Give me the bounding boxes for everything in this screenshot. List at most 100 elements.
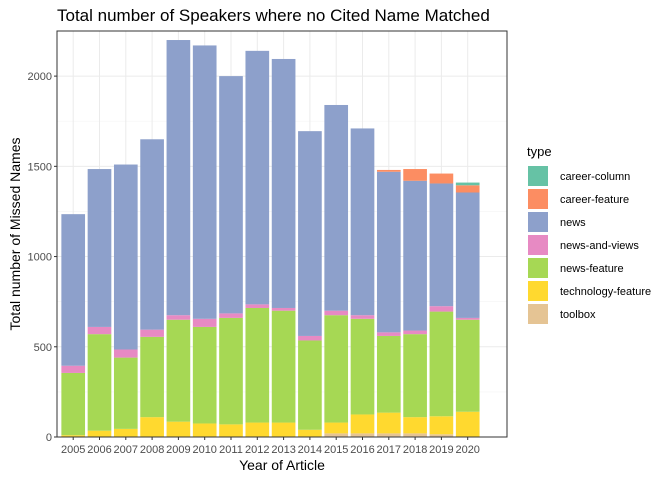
legend-key-career-feature xyxy=(528,189,548,209)
bar-segment-technology-feature-2020 xyxy=(455,411,480,437)
bar-segment-career-feature-2019 xyxy=(429,173,454,184)
bar-segment-news-and-views-2007 xyxy=(113,349,138,358)
legend-key-technology-feature xyxy=(528,281,548,301)
bar-segment-news-feature-2006 xyxy=(87,334,112,431)
bar-segment-technology-feature-2007 xyxy=(113,428,138,437)
bar-segment-news-and-views-2010 xyxy=(192,318,217,327)
bar-segment-news-feature-2013 xyxy=(271,310,296,423)
bar-segment-news-feature-2014 xyxy=(298,340,322,430)
bar-segment-news-and-views-2006 xyxy=(87,326,112,335)
bar-segment-news-feature-2012 xyxy=(245,307,270,423)
x-tick-label: 2006 xyxy=(87,444,111,456)
bar-segment-news-feature-2008 xyxy=(140,336,164,418)
bar-segment-career-feature-2018 xyxy=(403,169,427,181)
x-tick-label: 2020 xyxy=(455,444,479,456)
y-tick-label: 1000 xyxy=(28,252,52,264)
x-axis-ticks: 2005 2006 2007 2008 2009 2010 2011 2012 2013 2014… xyxy=(61,437,480,456)
legend: type career-column career-feature news news… xyxy=(527,144,651,324)
y-tick-label: 0 xyxy=(46,432,52,444)
bar-segment-technology-feature-2010 xyxy=(192,423,217,437)
bar-segment-technology-feature-2006 xyxy=(87,430,112,437)
bar-segment-news-2018 xyxy=(403,180,427,331)
legend-key-career-column xyxy=(528,166,548,186)
bar-segment-news-2012 xyxy=(245,50,270,305)
x-tick-label: 2015 xyxy=(324,444,348,456)
x-tick-label: 2014 xyxy=(298,444,322,456)
bar-segment-news-feature-2018 xyxy=(403,334,427,418)
x-tick-label: 2011 xyxy=(219,444,243,456)
bar-segment-news-and-views-2020 xyxy=(455,317,480,320)
bar-segment-news-and-views-2017 xyxy=(376,332,401,336)
bar-segment-news-2011 xyxy=(219,76,243,314)
legend-key-news-and-views xyxy=(528,235,548,255)
bar-segment-news-2020 xyxy=(455,192,480,318)
y-tick-label: 1500 xyxy=(28,161,52,173)
bar-segment-news-and-views-2013 xyxy=(271,307,296,311)
x-tick-label: 2007 xyxy=(114,444,138,456)
x-tick-label: 2005 xyxy=(61,444,85,456)
x-tick-label: 2019 xyxy=(429,444,453,456)
bar-segment-career-feature-2020 xyxy=(455,185,480,193)
y-axis-title: Total number of Missed Names xyxy=(7,138,23,331)
bar-segment-career-column-2020 xyxy=(455,182,480,186)
bar-segment-news-and-views-2018 xyxy=(403,330,427,335)
bar-segment-news-feature-2016 xyxy=(350,318,375,415)
bar-segment-news-feature-2019 xyxy=(429,311,454,417)
bar-segment-technology-feature-2013 xyxy=(271,422,296,437)
bar-segment-technology-feature-2005 xyxy=(61,435,86,437)
y-tick-label: 2000 xyxy=(28,71,52,83)
legend-key-toolbox xyxy=(528,304,548,324)
legend-label-news-feature: news-feature xyxy=(560,263,624,275)
legend-key-news-feature xyxy=(528,258,548,278)
legend-label-news: news xyxy=(560,217,586,229)
x-tick-label: 2010 xyxy=(192,444,216,456)
plot-border xyxy=(56,30,508,438)
bar-segment-toolbox-2018 xyxy=(403,433,427,437)
legend-label-career-feature: career-feature xyxy=(560,194,629,206)
x-tick-label: 2009 xyxy=(166,444,190,456)
legend-label-career-column: career-column xyxy=(560,171,630,183)
legend-title: type xyxy=(527,144,552,159)
bar-segment-news-2006 xyxy=(87,169,112,327)
bar-segment-technology-feature-2012 xyxy=(245,422,270,437)
bar-segment-news-2014 xyxy=(298,131,322,336)
y-tick-label: 500 xyxy=(34,342,52,354)
bar-segment-news-feature-2017 xyxy=(376,335,401,413)
bar-segment-news-2008 xyxy=(140,139,164,330)
bar-segment-news-feature-2010 xyxy=(192,326,217,424)
bar-segment-news-feature-2005 xyxy=(61,372,86,436)
bar-segment-news-and-views-2011 xyxy=(219,313,243,318)
bar-segment-news-2016 xyxy=(350,128,375,316)
bar-segment-news-2013 xyxy=(271,58,296,308)
x-tick-label: 2018 xyxy=(403,444,427,456)
bar-segment-news-feature-2009 xyxy=(166,319,191,422)
bar-segment-toolbox-2015 xyxy=(324,433,349,437)
bar-segment-news-2019 xyxy=(429,183,454,307)
bar-segment-news-and-views-2014 xyxy=(298,335,322,341)
bar-segment-news-feature-2007 xyxy=(113,357,138,429)
x-tick-label: 2017 xyxy=(377,444,401,456)
bar-segment-technology-feature-2009 xyxy=(166,421,191,437)
bar-segment-news-and-views-2005 xyxy=(61,365,86,373)
legend-label-news-and-views: news-and-views xyxy=(560,240,639,252)
bar-segment-news-feature-2011 xyxy=(219,317,243,425)
x-tick-label: 2013 xyxy=(271,444,295,456)
bar-segment-technology-feature-2019 xyxy=(429,416,454,435)
bar-segment-news-and-views-2009 xyxy=(166,315,191,320)
x-tick-label: 2012 xyxy=(245,444,269,456)
bar-segment-news-and-views-2015 xyxy=(324,310,349,316)
bar-segment-news-feature-2020 xyxy=(455,319,480,412)
legend-key-news xyxy=(528,212,548,232)
bar-segment-technology-feature-2017 xyxy=(376,412,401,434)
legend-label-toolbox: toolbox xyxy=(560,309,596,321)
bar-segment-news-2005 xyxy=(61,214,86,366)
bar-segment-news-and-views-2019 xyxy=(429,306,454,312)
bar-segment-technology-feature-2014 xyxy=(298,429,322,437)
bar-segment-news-2017 xyxy=(376,171,401,333)
bar-segment-news-2015 xyxy=(324,104,349,311)
x-axis-title: Year of Article xyxy=(239,457,325,473)
bar-segment-news-2010 xyxy=(192,45,217,319)
bar-segment-news-feature-2015 xyxy=(324,315,349,423)
x-tick-label: 2008 xyxy=(140,444,164,456)
